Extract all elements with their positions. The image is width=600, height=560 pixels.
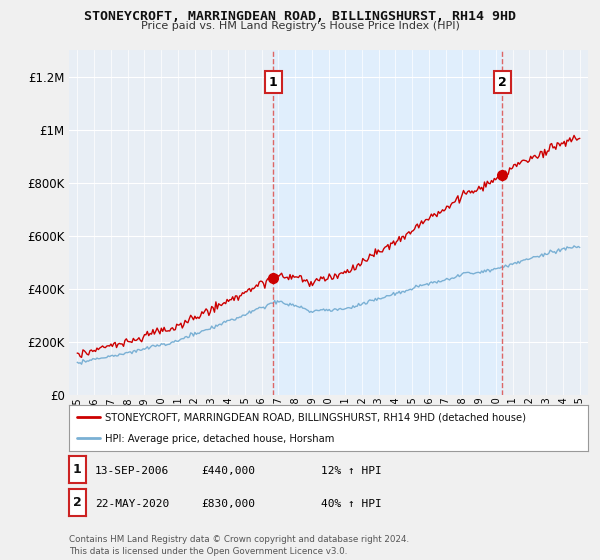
Text: STONEYCROFT, MARRINGDEAN ROAD, BILLINGSHURST, RH14 9HD (detached house): STONEYCROFT, MARRINGDEAN ROAD, BILLINGSH… bbox=[106, 413, 526, 423]
Text: 22-MAY-2020: 22-MAY-2020 bbox=[95, 498, 169, 508]
Text: Contains HM Land Registry data © Crown copyright and database right 2024.
This d: Contains HM Land Registry data © Crown c… bbox=[69, 535, 409, 556]
Text: 2: 2 bbox=[498, 76, 506, 88]
Text: £830,000: £830,000 bbox=[201, 498, 255, 508]
Text: 1: 1 bbox=[73, 463, 82, 477]
Text: HPI: Average price, detached house, Horsham: HPI: Average price, detached house, Hors… bbox=[106, 434, 335, 444]
Text: 1: 1 bbox=[269, 76, 278, 88]
Text: £440,000: £440,000 bbox=[201, 466, 255, 476]
Text: Price paid vs. HM Land Registry's House Price Index (HPI): Price paid vs. HM Land Registry's House … bbox=[140, 21, 460, 31]
Text: 13-SEP-2006: 13-SEP-2006 bbox=[95, 466, 169, 476]
Text: STONEYCROFT, MARRINGDEAN ROAD, BILLINGSHURST, RH14 9HD: STONEYCROFT, MARRINGDEAN ROAD, BILLINGSH… bbox=[84, 10, 516, 22]
Text: 2: 2 bbox=[73, 496, 82, 509]
Text: 12% ↑ HPI: 12% ↑ HPI bbox=[321, 466, 382, 476]
Bar bbox=[274, 50, 502, 395]
Text: 40% ↑ HPI: 40% ↑ HPI bbox=[321, 498, 382, 508]
